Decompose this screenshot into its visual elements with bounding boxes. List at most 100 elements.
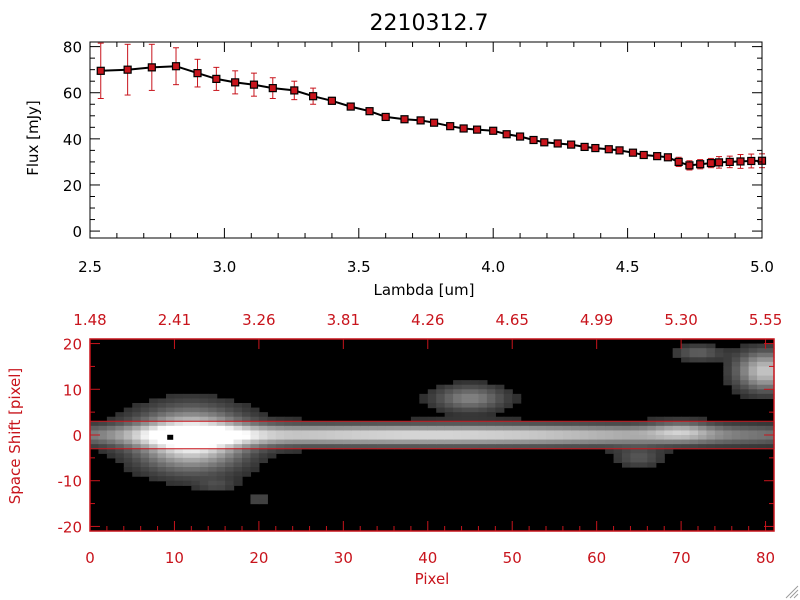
image-pixel	[562, 439, 572, 445]
image-pixel	[757, 425, 767, 432]
image-pixel	[250, 412, 260, 418]
data-point	[459, 124, 468, 133]
image-pixel	[714, 430, 724, 436]
image-pixel	[655, 448, 665, 454]
image-pixel	[191, 457, 201, 464]
image-pixel	[579, 439, 589, 445]
image-pixel	[115, 457, 125, 464]
image-pixel	[672, 348, 682, 354]
image-pixel	[453, 393, 463, 400]
y-tick-label: 40	[63, 131, 82, 149]
image-pixel	[630, 462, 640, 468]
image-pixel	[326, 421, 336, 427]
spectrum-y-tick-labels: 0 20 40 60 80	[63, 39, 82, 241]
image-pixel	[140, 412, 150, 418]
image-pixel	[554, 435, 564, 441]
image-pixel	[106, 421, 116, 427]
image-pixel	[166, 398, 176, 404]
image-pixel	[748, 343, 758, 349]
image-pixel	[225, 471, 235, 477]
image-pixel	[520, 444, 530, 450]
image-pixel	[174, 403, 184, 409]
image-pixel	[402, 425, 412, 432]
image-pixel	[740, 380, 750, 386]
image-pixel	[225, 485, 235, 491]
y-tick-label: 0	[72, 427, 82, 445]
image-pixel	[647, 416, 657, 422]
image-pixel	[157, 439, 167, 445]
image-pixel	[174, 425, 184, 432]
image-cells	[90, 343, 775, 505]
image-pixel	[655, 457, 665, 464]
image-pixel	[174, 462, 184, 468]
image-pixel	[377, 439, 387, 445]
image-pixel	[740, 343, 750, 349]
image-pixel	[292, 435, 302, 441]
image-pixel	[757, 389, 767, 395]
image-pixel	[478, 425, 488, 432]
image-pixel	[123, 435, 133, 441]
image-pixel	[284, 439, 294, 445]
image-pixel	[250, 462, 260, 468]
image-pixel	[495, 435, 505, 441]
image-pixel	[225, 480, 235, 486]
image-pixel	[326, 430, 336, 436]
image-pixel	[225, 457, 235, 464]
image-pixel	[419, 435, 429, 441]
image-pixel	[427, 403, 437, 409]
image-pixel	[596, 421, 606, 427]
data-point	[725, 157, 734, 167]
data-point	[212, 74, 221, 83]
x-tick-label: 3.5	[347, 258, 371, 276]
image-pixel	[191, 480, 201, 486]
image-pixel	[512, 421, 522, 427]
image-pixel	[470, 412, 480, 418]
image-pixel	[689, 352, 699, 358]
image-pixel	[647, 435, 657, 441]
image-pixel	[166, 393, 176, 400]
image-pixel	[225, 448, 235, 454]
data-point	[515, 132, 525, 141]
image-pixel	[664, 425, 674, 432]
image-pixel	[326, 435, 336, 441]
image-pixel	[132, 448, 142, 454]
image-pixel	[461, 412, 471, 418]
image-pixel	[132, 444, 142, 450]
image-pixel	[149, 462, 159, 468]
resize-grip-icon[interactable]	[785, 585, 799, 599]
image-pixel	[182, 416, 192, 422]
image-pixel	[115, 416, 125, 422]
image-pixel	[664, 430, 674, 436]
image-pixel	[166, 467, 176, 473]
image-pixel	[182, 403, 192, 409]
data-point	[193, 69, 202, 78]
image-pixel	[605, 421, 615, 427]
image-pixel	[478, 421, 488, 427]
image-pixel	[681, 416, 691, 422]
image-pixel	[250, 435, 260, 441]
image-pixel	[706, 421, 716, 427]
image-pixel	[301, 430, 311, 436]
image-pixel	[731, 348, 741, 354]
image-pixel	[123, 453, 133, 459]
image-pixel	[588, 430, 598, 436]
image-pixel	[242, 425, 252, 432]
image-pixel	[309, 425, 319, 432]
image-pixel	[689, 430, 699, 436]
image-pixel	[765, 357, 775, 363]
image-pixel	[444, 425, 454, 432]
image-pixel	[208, 476, 218, 482]
image-pixel	[115, 425, 125, 432]
image-pixel	[478, 439, 488, 445]
image-pixel	[157, 398, 167, 404]
x-tick-label: 0	[85, 549, 95, 567]
image-pixel	[596, 444, 606, 450]
image-pixel	[233, 407, 243, 413]
image-pixel	[470, 403, 480, 409]
image-pixel	[757, 439, 767, 445]
image-pixel	[571, 421, 581, 427]
image-pixel	[765, 425, 775, 432]
image-pixel	[765, 380, 775, 386]
image-pixel	[115, 439, 125, 445]
image-pixel	[731, 361, 741, 368]
